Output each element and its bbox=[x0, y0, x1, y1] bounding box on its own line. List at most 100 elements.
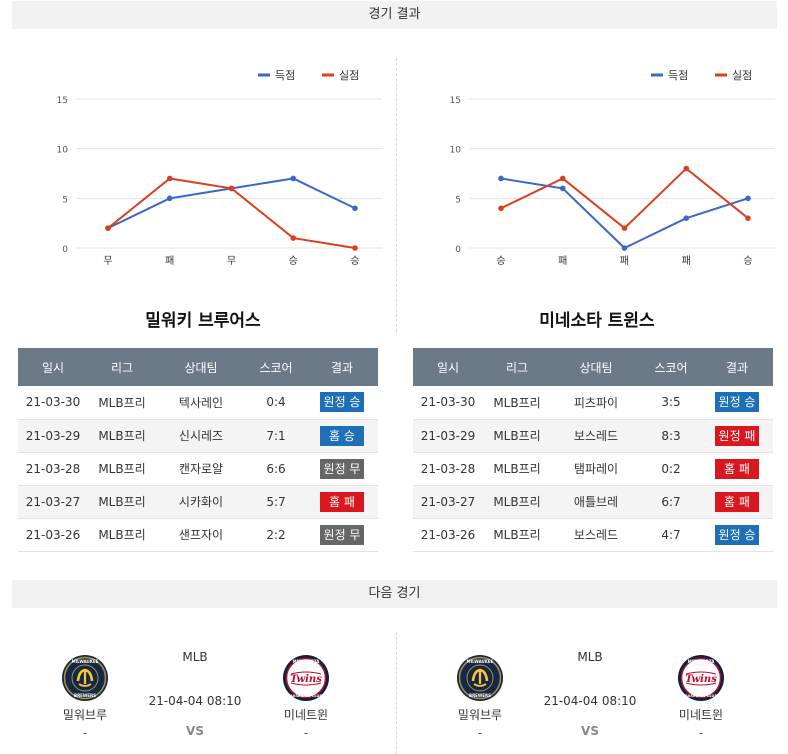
brewers-logo-icon: MILWAUKEE BREWERS bbox=[457, 655, 503, 701]
home-team-name: 밀워브루 bbox=[457, 708, 503, 722]
left-results-table: 일시 리그 상대팀 스코어 결과 21-03-30 MLB프리 텍사레인 0:4 원정 … bbox=[18, 348, 378, 552]
result-badge: 원정 패 bbox=[714, 425, 760, 446]
cell-result: 홈 패 bbox=[306, 485, 378, 519]
cell-result: 홈 패 bbox=[701, 452, 773, 486]
svg-text:BREWERS: BREWERS bbox=[469, 693, 491, 698]
cell-result: 홈 승 bbox=[306, 419, 378, 453]
match-league: MLB bbox=[577, 650, 603, 664]
y-tick-label: 0 bbox=[455, 245, 461, 255]
home-team-score: - bbox=[477, 726, 483, 740]
table-row: 21-03-30 MLB프리 피츠파이 3:5 원정 승 bbox=[413, 386, 773, 420]
right-results-table: 일시 리그 상대팀 스코어 결과 21-03-30 MLB프리 피츠파이 3:5 원정 … bbox=[413, 348, 773, 552]
svg-text:MILWAUKEE: MILWAUKEE bbox=[467, 659, 494, 664]
svg-text:BASEBALL CLUB: BASEBALL CLUB bbox=[290, 694, 323, 698]
cell-result: 원정 승 bbox=[701, 518, 773, 552]
table-row: 21-03-26 MLB프리 보스레드 4:7 원정 승 bbox=[413, 518, 773, 552]
header-date: 일시 bbox=[18, 348, 88, 386]
svg-text:MINNESOTA: MINNESOTA bbox=[293, 659, 321, 664]
data-point[interactable] bbox=[498, 205, 504, 212]
y-tick-label: 15 bbox=[57, 96, 68, 106]
x-tick-label: 무 bbox=[227, 256, 236, 267]
match-time: 21-04-04 08:10 bbox=[148, 694, 242, 708]
data-point[interactable] bbox=[166, 195, 173, 202]
x-tick-label: 승 bbox=[743, 255, 752, 267]
data-point[interactable] bbox=[683, 165, 690, 172]
cell-date: 21-03-28 bbox=[18, 452, 88, 486]
cell-league: MLB프리 bbox=[483, 386, 551, 420]
data-point[interactable] bbox=[290, 175, 297, 182]
cell-date: 21-03-26 bbox=[413, 518, 483, 552]
cell-date: 21-03-29 bbox=[18, 419, 88, 453]
chart-legend: 득점 실점 bbox=[651, 69, 752, 82]
data-point[interactable] bbox=[228, 185, 235, 192]
data-point[interactable] bbox=[559, 175, 566, 182]
x-tick-label: 무 bbox=[103, 256, 112, 267]
data-point[interactable] bbox=[745, 215, 751, 221]
data-point[interactable] bbox=[683, 215, 690, 221]
left-team-title: 밀워키 브루어스 bbox=[145, 311, 261, 331]
away-team-name: 미네트윈 bbox=[283, 708, 329, 722]
chart-divider bbox=[396, 58, 397, 332]
svg-text:Twins: Twins bbox=[290, 674, 322, 685]
cell-result: 원정 승 bbox=[701, 386, 773, 420]
data-point[interactable] bbox=[621, 225, 628, 231]
header-score: 스코어 bbox=[246, 348, 306, 386]
data-point[interactable] bbox=[745, 195, 751, 202]
data-point[interactable] bbox=[621, 245, 628, 251]
x-tick-label: 패 bbox=[682, 255, 691, 267]
table-row: 21-03-29 MLB프리 신시레즈 7:1 홈 승 bbox=[18, 419, 378, 453]
next-match-section-header: 다음 경기 bbox=[12, 580, 777, 608]
cell-league: MLB프리 bbox=[88, 518, 156, 552]
cell-date: 21-03-29 bbox=[413, 419, 483, 453]
data-point[interactable] bbox=[352, 245, 358, 251]
cell-opponent: 보스레드 bbox=[551, 518, 641, 552]
cell-league: MLB프리 bbox=[483, 518, 551, 552]
cell-opponent: 피츠파이 bbox=[551, 386, 641, 420]
header-opponent: 상대팀 bbox=[551, 348, 641, 386]
cell-opponent: 텍사레인 bbox=[156, 386, 246, 420]
table-header-row: 일시 리그 상대팀 스코어 결과 bbox=[18, 348, 378, 386]
result-badge: 원정 승 bbox=[319, 392, 365, 413]
result-badge: 홈 승 bbox=[320, 425, 364, 446]
twins-logo-icon: Twins MINNESOTA BASEBALL CLUB bbox=[678, 655, 724, 701]
home-team-score: - bbox=[82, 726, 88, 740]
result-badge: 원정 승 bbox=[714, 392, 760, 413]
twins-logo-icon: Twins MINNESOTA BASEBALL CLUB bbox=[283, 655, 329, 701]
x-tick-label: 패 bbox=[558, 255, 567, 267]
data-point[interactable] bbox=[290, 235, 297, 241]
svg-text:Twins: Twins bbox=[685, 674, 717, 685]
cell-score: 0:2 bbox=[641, 452, 701, 486]
match-league: MLB bbox=[182, 650, 208, 664]
result-badge: 원정 승 bbox=[714, 524, 760, 545]
next-match-card[interactable]: MILWAUKEE BREWERS 밀워브루 - MLB 21-04-04 08:… bbox=[0, 640, 390, 750]
chart-legend: 득점 실점 bbox=[258, 69, 359, 82]
cell-result: 홈 패 bbox=[701, 485, 773, 519]
data-point[interactable] bbox=[498, 175, 504, 182]
header-score: 스코어 bbox=[641, 348, 701, 386]
svg-text:MILWAUKEE: MILWAUKEE bbox=[72, 659, 99, 664]
cell-date: 21-03-26 bbox=[18, 518, 88, 552]
cell-opponent: 캔자로얄 bbox=[156, 452, 246, 486]
svg-text:MINNESOTA: MINNESOTA bbox=[688, 659, 716, 664]
data-point[interactable] bbox=[352, 205, 358, 212]
cell-opponent: 시카화이 bbox=[156, 485, 246, 519]
y-tick-label: 10 bbox=[57, 146, 69, 156]
y-tick-label: 10 bbox=[450, 146, 462, 156]
header-opponent: 상대팀 bbox=[156, 348, 246, 386]
data-point[interactable] bbox=[166, 175, 173, 182]
legend-scored-label: 득점 bbox=[275, 69, 295, 82]
cell-opponent: 애틀브레 bbox=[551, 485, 641, 519]
results-section-header: 경기 결과 bbox=[12, 1, 777, 29]
y-tick-label: 0 bbox=[62, 245, 68, 255]
cell-opponent: 신시레즈 bbox=[156, 419, 246, 453]
x-tick-label: 승 bbox=[496, 255, 505, 267]
data-point[interactable] bbox=[105, 225, 111, 231]
next-match-card[interactable]: MILWAUKEE BREWERS 밀워브루 - MLB 21-04-04 08:… bbox=[395, 640, 785, 750]
cell-league: MLB프리 bbox=[483, 452, 551, 486]
data-point[interactable] bbox=[559, 185, 566, 192]
cell-opponent: 보스레드 bbox=[551, 419, 641, 453]
legend-conceded-label: 실점 bbox=[732, 69, 752, 82]
legend-conceded-label: 실점 bbox=[339, 69, 359, 82]
cell-league: MLB프리 bbox=[483, 419, 551, 453]
brewers-logo-icon: MILWAUKEE BREWERS bbox=[62, 655, 108, 701]
